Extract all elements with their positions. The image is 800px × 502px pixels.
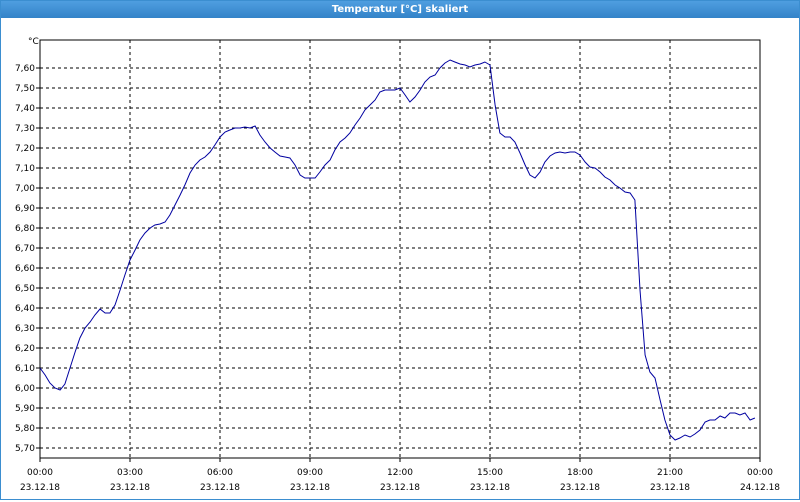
y-tick-label: 6,10 xyxy=(15,364,35,374)
y-tick-label: 7,40 xyxy=(15,104,35,114)
x-tick-date: 23.12.18 xyxy=(380,483,420,493)
y-tick-label: 6,00 xyxy=(15,384,35,394)
y-tick-label: 6,70 xyxy=(15,244,35,254)
y-tick-label: 7,60 xyxy=(15,64,35,74)
y-tick-label: 7,20 xyxy=(15,144,35,154)
x-tick-date: 23.12.18 xyxy=(20,483,60,493)
x-tick-label: 00:00 xyxy=(747,468,773,478)
x-tick-label: 18:00 xyxy=(567,468,593,478)
y-tick-label: 6,20 xyxy=(15,344,35,354)
y-tick-label: 5,70 xyxy=(15,444,35,454)
y-tick-label: 6,50 xyxy=(15,284,35,294)
x-tick-label: 03:00 xyxy=(117,468,143,478)
plot-frame xyxy=(39,39,761,459)
y-tick-label: 7,00 xyxy=(15,184,35,194)
y-tick-label: 6,60 xyxy=(15,264,35,274)
title-bar: Temperatur [°C] skaliert xyxy=(1,1,799,18)
y-tick-label: 6,90 xyxy=(15,204,35,214)
y-unit: °C xyxy=(28,37,39,47)
y-tick-label: 5,80 xyxy=(15,424,35,434)
y-tick-label: 7,30 xyxy=(15,124,35,134)
y-tick-label: 6,30 xyxy=(15,324,35,334)
x-tick-date: 24.12.18 xyxy=(740,483,780,493)
x-tick-date: 23.12.18 xyxy=(470,483,510,493)
x-tick-label: 06:00 xyxy=(207,468,233,478)
x-tick-date: 23.12.18 xyxy=(560,483,600,493)
x-tick-label: 15:00 xyxy=(477,468,503,478)
x-tick-date: 23.12.18 xyxy=(200,483,240,493)
x-tick-label: 00:00 xyxy=(27,468,53,478)
y-tick-label: 7,10 xyxy=(15,164,35,174)
x-tick-date: 23.12.18 xyxy=(290,483,330,493)
y-tick-label: 6,40 xyxy=(15,304,35,314)
x-tick-label: 09:00 xyxy=(297,468,323,478)
x-tick-date: 23.12.18 xyxy=(650,483,690,493)
chart: °C 5,70 5,80 5,90 6,00 6,10 6,20 6,30 6,40 6,50 6… xyxy=(15,37,780,493)
temperature-line xyxy=(39,59,756,441)
x-tick-label: 21:00 xyxy=(657,468,683,478)
x-tick-date: 23.12.18 xyxy=(110,483,150,493)
y-tick-label: 5,90 xyxy=(15,404,35,414)
y-tick-label: 6,80 xyxy=(15,224,35,234)
x-tick-label: 12:00 xyxy=(387,468,413,478)
y-tick-label: 7,50 xyxy=(15,84,35,94)
